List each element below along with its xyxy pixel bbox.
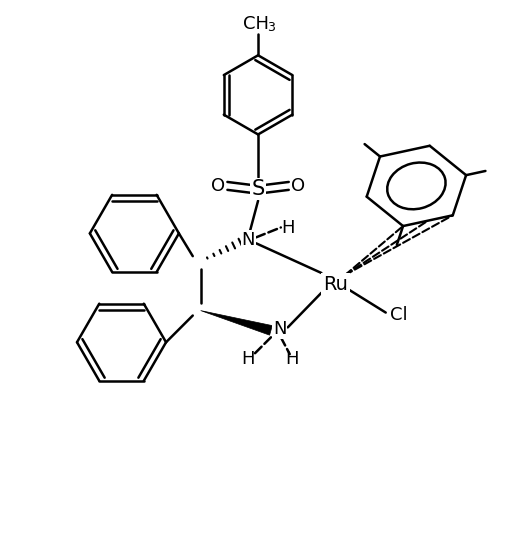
Text: H: H xyxy=(242,350,255,368)
Text: H: H xyxy=(285,350,298,368)
Text: H: H xyxy=(281,219,295,237)
Text: Ru: Ru xyxy=(323,275,348,294)
Text: O: O xyxy=(211,177,226,195)
Polygon shape xyxy=(201,311,272,335)
Text: N: N xyxy=(273,320,287,338)
Text: S: S xyxy=(251,179,264,199)
Text: Cl: Cl xyxy=(390,306,408,324)
Text: N: N xyxy=(242,231,255,249)
Text: CH: CH xyxy=(243,15,269,33)
Text: 3: 3 xyxy=(267,21,275,34)
Text: O: O xyxy=(290,177,305,195)
